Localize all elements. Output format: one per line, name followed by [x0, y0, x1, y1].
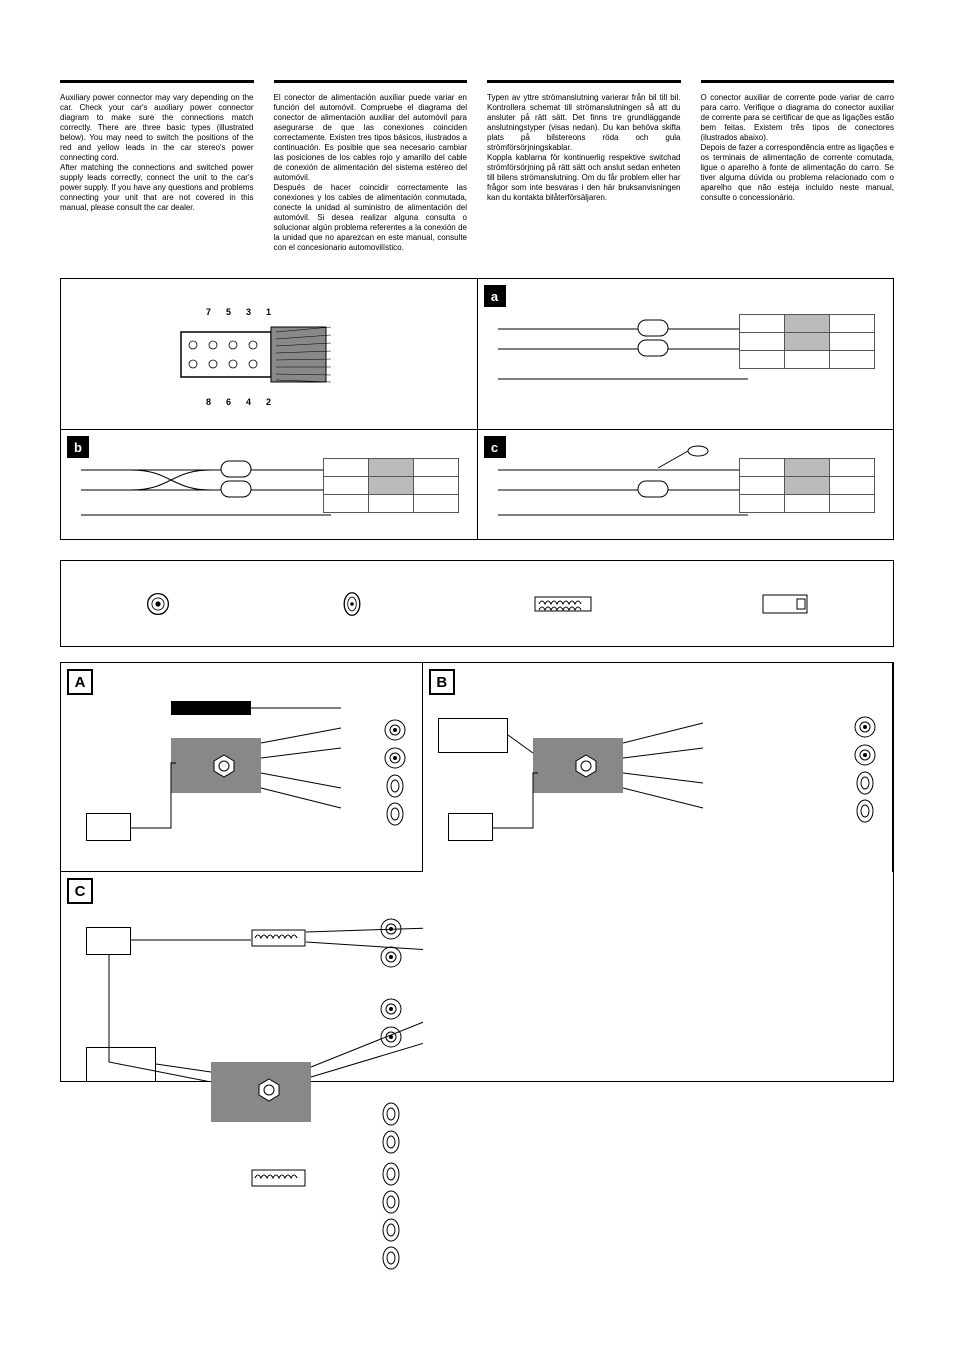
instruction-text-columns: Auxiliary power connector may vary depen…	[60, 93, 894, 253]
separator-bar	[60, 80, 254, 83]
system-c: C	[61, 872, 423, 1081]
connector-variant-b: b	[61, 430, 477, 539]
output-jacks-b	[853, 715, 877, 823]
output-jacks-c-mid	[379, 997, 403, 1049]
connector-row-top: 7 5 3 1 8 6 4	[61, 279, 893, 429]
speaker-icon	[379, 1162, 403, 1186]
separator-bar	[701, 80, 895, 83]
column-spanish: El conector de alimentación auxiliar pue…	[274, 93, 468, 253]
jack-icon	[383, 746, 407, 770]
pin-table-a	[739, 314, 875, 369]
system-a: A	[61, 663, 423, 872]
icon-legend-row	[61, 561, 893, 646]
jack-icon	[379, 997, 403, 1021]
column-swedish: Typen av yttre strömanslutning varierar …	[487, 93, 681, 253]
speaker-icon	[853, 799, 877, 823]
coil-amp-icon	[533, 591, 593, 617]
system-diagrams-frame: A B	[60, 662, 894, 1082]
system-b-wiring	[423, 663, 892, 872]
system-c-wiring	[61, 872, 423, 1081]
output-jacks-c-bottom	[379, 1162, 403, 1270]
splitter-box	[171, 701, 251, 715]
system-a-wiring	[61, 663, 422, 871]
system-b: B	[423, 663, 893, 872]
pin-table-c	[739, 458, 875, 513]
pin-label: 8	[206, 397, 211, 407]
hex-nut-icon	[573, 753, 599, 779]
connector-variant-a: a	[477, 279, 894, 429]
hex-nut-icon	[211, 753, 237, 779]
speaker-icon	[853, 771, 877, 795]
jack-icon	[379, 1025, 403, 1049]
jack-icon	[853, 715, 877, 739]
speaker-icon	[383, 802, 407, 826]
pin-label: 3	[246, 307, 251, 317]
separator-bar	[487, 80, 681, 83]
jack-icon	[379, 917, 403, 941]
pin-label: 4	[246, 397, 251, 407]
jack-icon	[383, 718, 407, 742]
hex-nut-icon	[256, 1077, 282, 1103]
column-english: Auxiliary power connector may vary depen…	[60, 93, 254, 253]
speaker-icon	[379, 1218, 403, 1242]
pin-label: 7	[206, 307, 211, 317]
coil-amp-box	[251, 1167, 306, 1189]
connector-iso-plug: 7 5 3 1 8 6 4	[61, 279, 477, 429]
icon-legend-frame	[60, 560, 894, 647]
speaker-icon	[379, 1130, 403, 1154]
output-jacks-c-spk	[379, 1102, 403, 1154]
jack-icon	[379, 945, 403, 969]
pin-label: 5	[226, 307, 231, 317]
output-jacks-c-top	[379, 917, 403, 969]
connector-diagram-frame: 7 5 3 1 8 6 4	[60, 278, 894, 540]
head-unit-icon	[761, 589, 809, 619]
connector-row-bottom: b c	[61, 429, 893, 539]
speaker-icon	[379, 1246, 403, 1270]
speaker-cone-icon	[339, 591, 365, 617]
pin-label: 6	[226, 397, 231, 407]
separator-bar	[274, 80, 468, 83]
pin-label: 1	[266, 307, 271, 317]
speaker-icon	[379, 1102, 403, 1126]
top-separator-bars	[60, 80, 894, 83]
speaker-icon	[383, 774, 407, 798]
speaker-icon	[379, 1190, 403, 1214]
connector-variant-c: c	[477, 430, 894, 539]
jack-icon	[853, 743, 877, 767]
jack-ring-icon	[145, 591, 171, 617]
output-jacks-a	[383, 718, 407, 826]
column-portuguese: O conector auxiliar de corrente pode var…	[701, 93, 895, 253]
pin-label: 2	[266, 397, 271, 407]
pin-table-b	[323, 458, 459, 513]
iso-connector-icon	[171, 317, 341, 397]
